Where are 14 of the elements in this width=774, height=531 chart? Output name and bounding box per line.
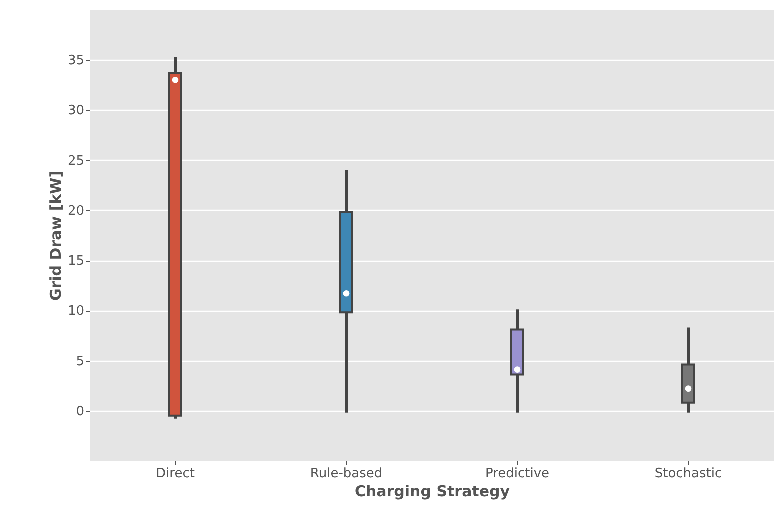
y-tick-label: 25 bbox=[68, 154, 84, 169]
y-tick-label: 20 bbox=[68, 204, 84, 219]
x-tick-label: Direct bbox=[156, 466, 195, 482]
y-tick-label: 10 bbox=[68, 304, 84, 320]
x-tick-label: Predictive bbox=[485, 466, 550, 482]
y-tick-label: 30 bbox=[68, 104, 84, 119]
y-tick-label: 0 bbox=[76, 404, 84, 420]
y-tick-label: 5 bbox=[76, 354, 84, 370]
y-axis-title: Grid Draw [kW] bbox=[46, 170, 65, 302]
x-tick-label: Stochastic bbox=[654, 466, 722, 482]
y-tick-label: 15 bbox=[68, 254, 84, 270]
x-axis-title: Charging Strategy bbox=[354, 482, 510, 500]
y-tick-label: 35 bbox=[68, 54, 84, 69]
x-tick-label: Rule-based bbox=[310, 466, 383, 482]
